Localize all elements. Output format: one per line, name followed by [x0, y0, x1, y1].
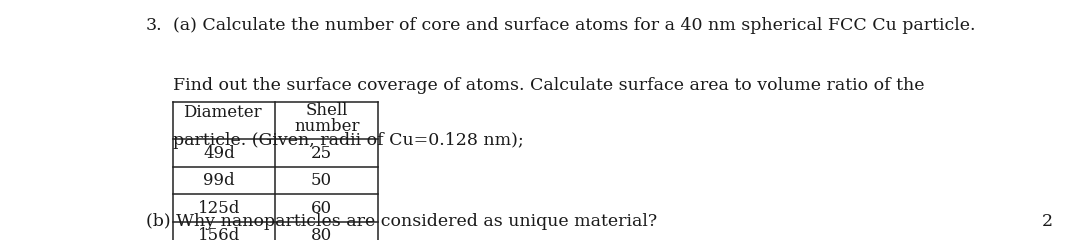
- Text: 3.: 3.: [146, 17, 162, 34]
- Text: 80: 80: [311, 227, 333, 240]
- Text: 99d: 99d: [203, 172, 234, 189]
- Text: number: number: [294, 118, 360, 135]
- Text: 50: 50: [311, 172, 333, 189]
- Text: (b) Why nanoparticles are considered as unique material?: (b) Why nanoparticles are considered as …: [146, 213, 657, 230]
- Text: 60: 60: [311, 200, 333, 217]
- Text: particle. (Given, radii of Cu=0.128 nm);: particle. (Given, radii of Cu=0.128 nm);: [173, 132, 524, 149]
- Text: 156d: 156d: [198, 227, 240, 240]
- Text: Find out the surface coverage of atoms. Calculate surface area to volume ratio o: Find out the surface coverage of atoms. …: [173, 77, 924, 94]
- Text: 2: 2: [1042, 213, 1053, 230]
- Text: 125d: 125d: [198, 200, 240, 217]
- Text: 25: 25: [311, 144, 333, 162]
- Text: Diameter: Diameter: [183, 104, 261, 121]
- Text: 49d: 49d: [203, 144, 234, 162]
- Text: Shell: Shell: [306, 102, 348, 119]
- Text: (a) Calculate the number of core and surface atoms for a 40 nm spherical FCC Cu : (a) Calculate the number of core and sur…: [173, 17, 975, 34]
